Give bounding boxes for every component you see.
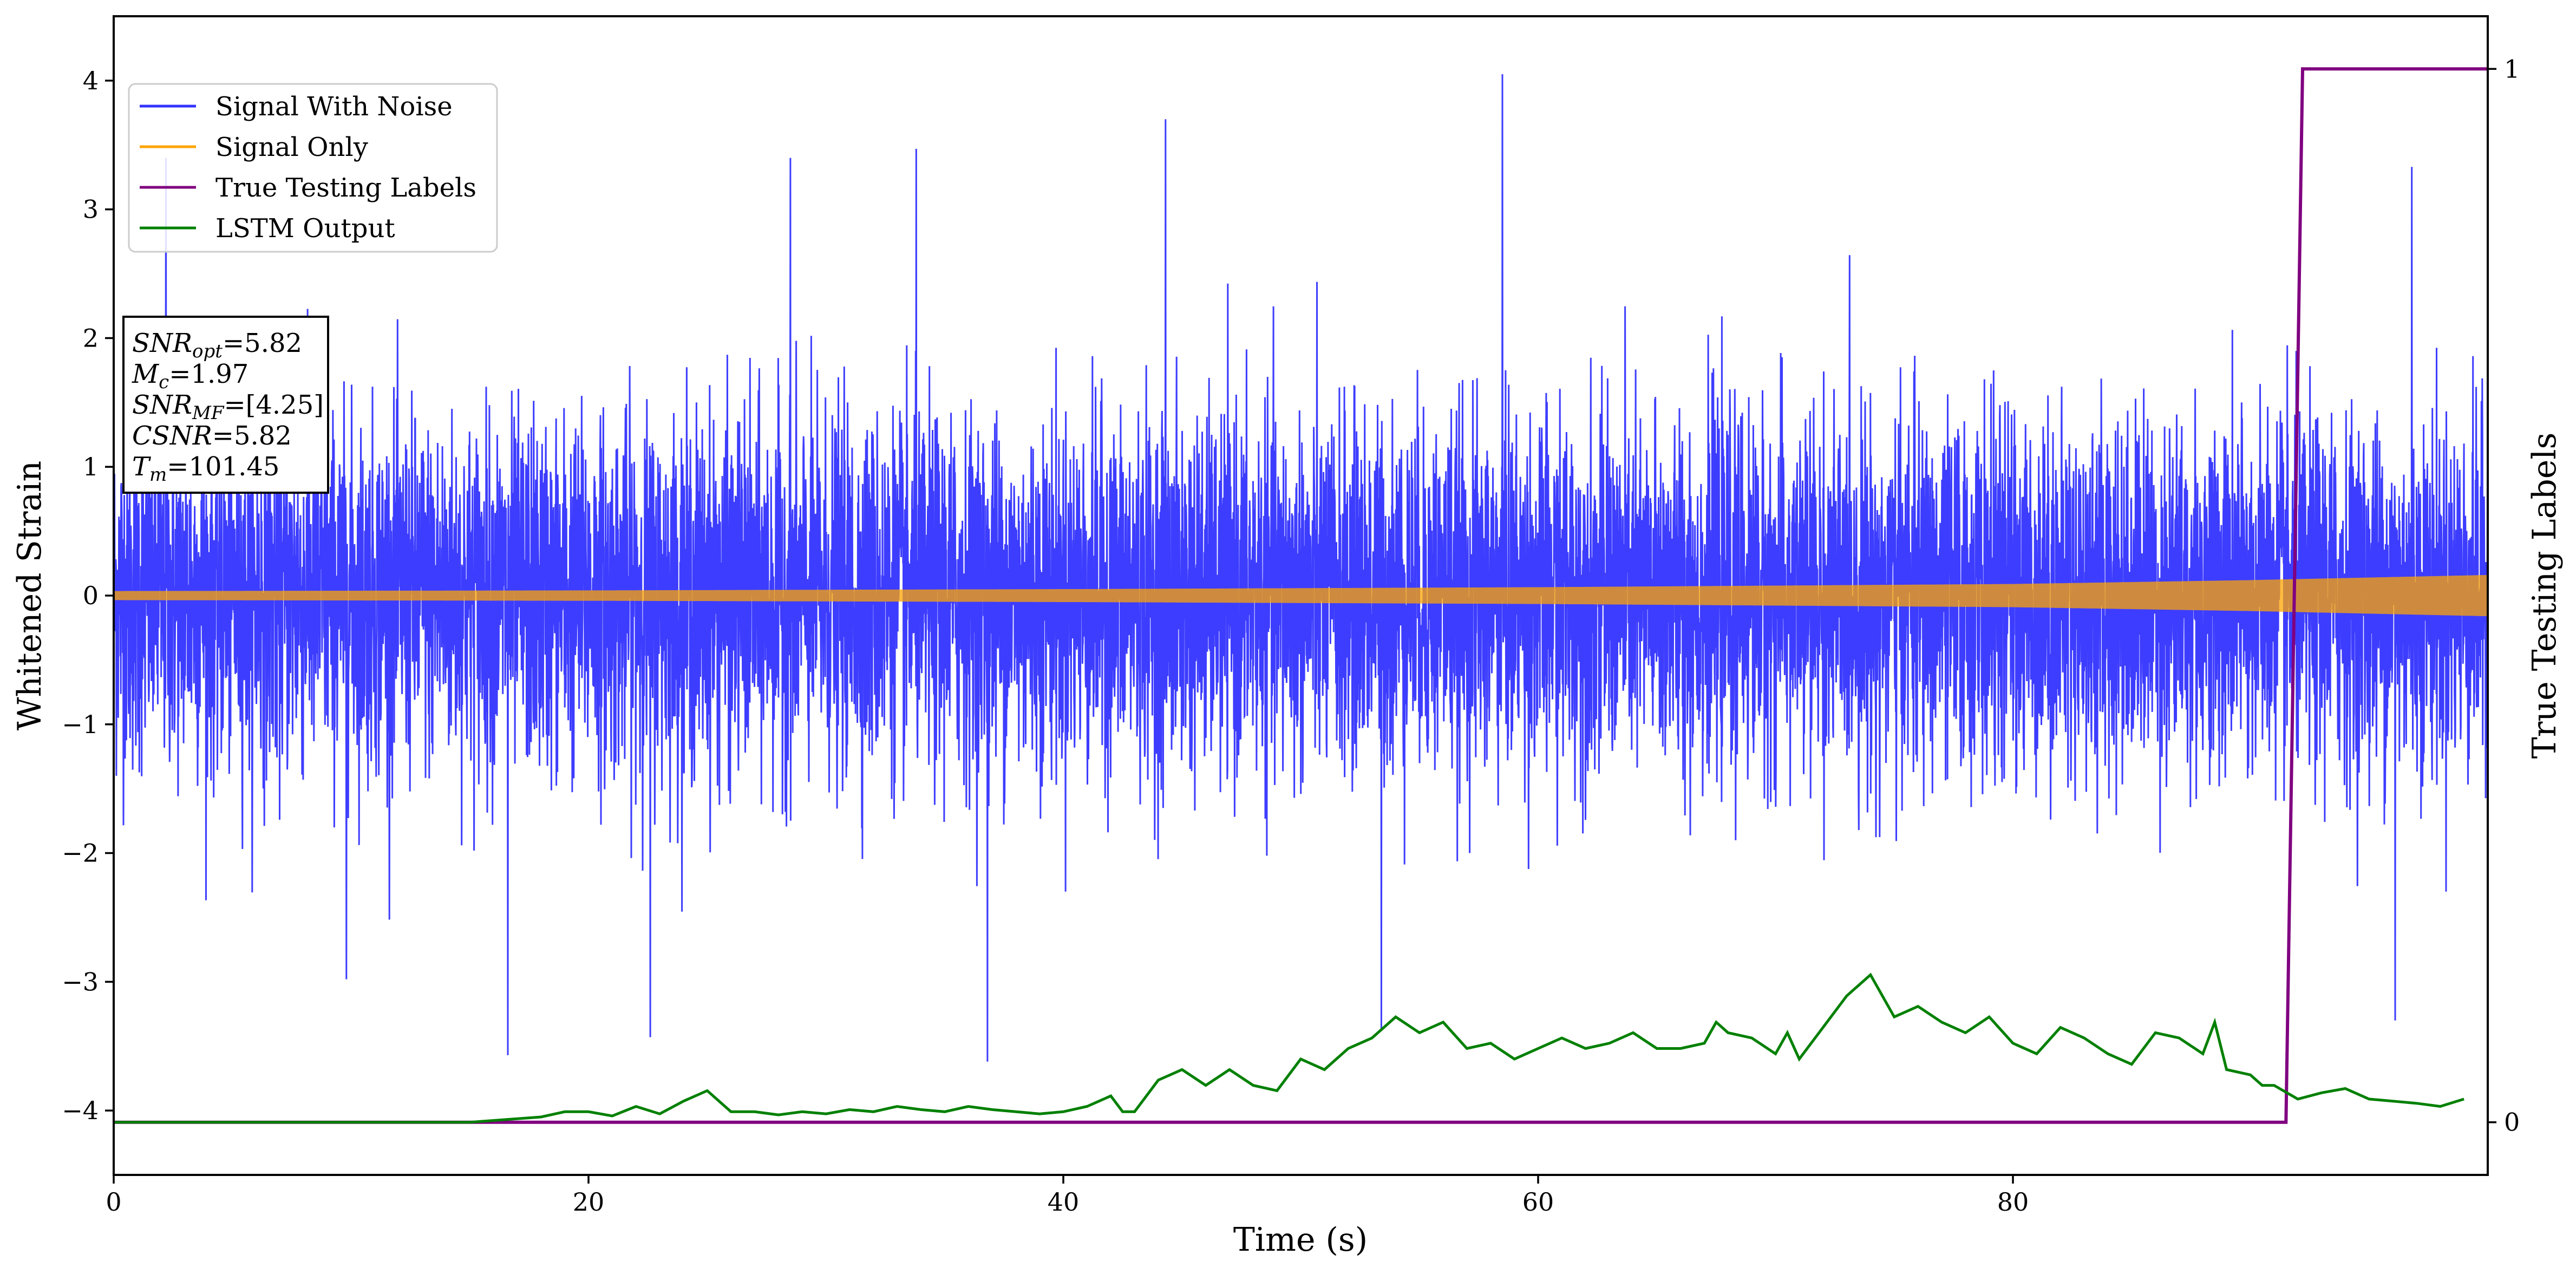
x-axis: 0 20 40 60 80 [106,1175,2029,1217]
plot-area [114,67,2488,1124]
y2-tick-label: 1 [2504,54,2520,83]
legend-label: Signal With Noise [215,92,453,122]
lstm-output-line [114,972,2464,1124]
x-tick-label: 0 [106,1187,121,1217]
y-axis-right: 01 [2488,54,2520,1137]
legend: Signal With Noise Signal Only True Testing… [128,83,498,253]
y-tick-label: 4 [83,66,99,95]
y-tick-label: 1 [83,452,99,481]
info-box-frame [122,316,329,494]
y-tick-label: −1 [62,710,99,739]
info-line: Mc=1.97 [132,359,249,393]
x-axis-label: Time (s) [1233,1221,1368,1259]
x-tick-label: 40 [1048,1187,1080,1217]
info-line: SNRopt=5.82 [132,328,302,362]
x-tick-label: 60 [1522,1187,1554,1217]
y2-tick-label: 0 [2504,1108,2520,1137]
true-testing-labels-line [114,67,2488,1124]
legend-label: LSTM Output [215,213,395,244]
signal-only-line [114,574,2488,617]
info-line: SNRMF=[4.25] [132,390,324,424]
y-tick-label: −2 [62,839,99,868]
y-axis-left: −4 −3 −2 −1 0 1 2 3 4 [62,66,114,1125]
y-tick-label: −3 [62,967,99,996]
y-tick-label: −4 [62,1096,99,1125]
lstm-output-series [114,972,2464,1124]
y-tick-label: 3 [83,195,99,224]
x-tick-label: 20 [573,1187,605,1217]
legend-box [128,83,498,253]
info-box: SNRopt=5.82Mc=1.97SNRMF=[4.25]CSNR=5.82T… [122,316,329,494]
y2-axis-label: True Testing Labels [2526,433,2564,759]
y-axis-label: Whitened Strain [11,461,49,730]
true-labels-series [114,67,2488,1124]
legend-label: True Testing Labels [215,173,476,203]
y-tick-label: 2 [83,323,99,352]
signal-only-series [114,574,2488,617]
x-tick-label: 80 [1997,1187,2029,1217]
info-line: Tm=101.45 [132,452,279,486]
y-tick-label: 0 [83,581,99,610]
legend-label: Signal Only [215,132,368,162]
info-line: CSNR=5.82 [132,421,292,451]
